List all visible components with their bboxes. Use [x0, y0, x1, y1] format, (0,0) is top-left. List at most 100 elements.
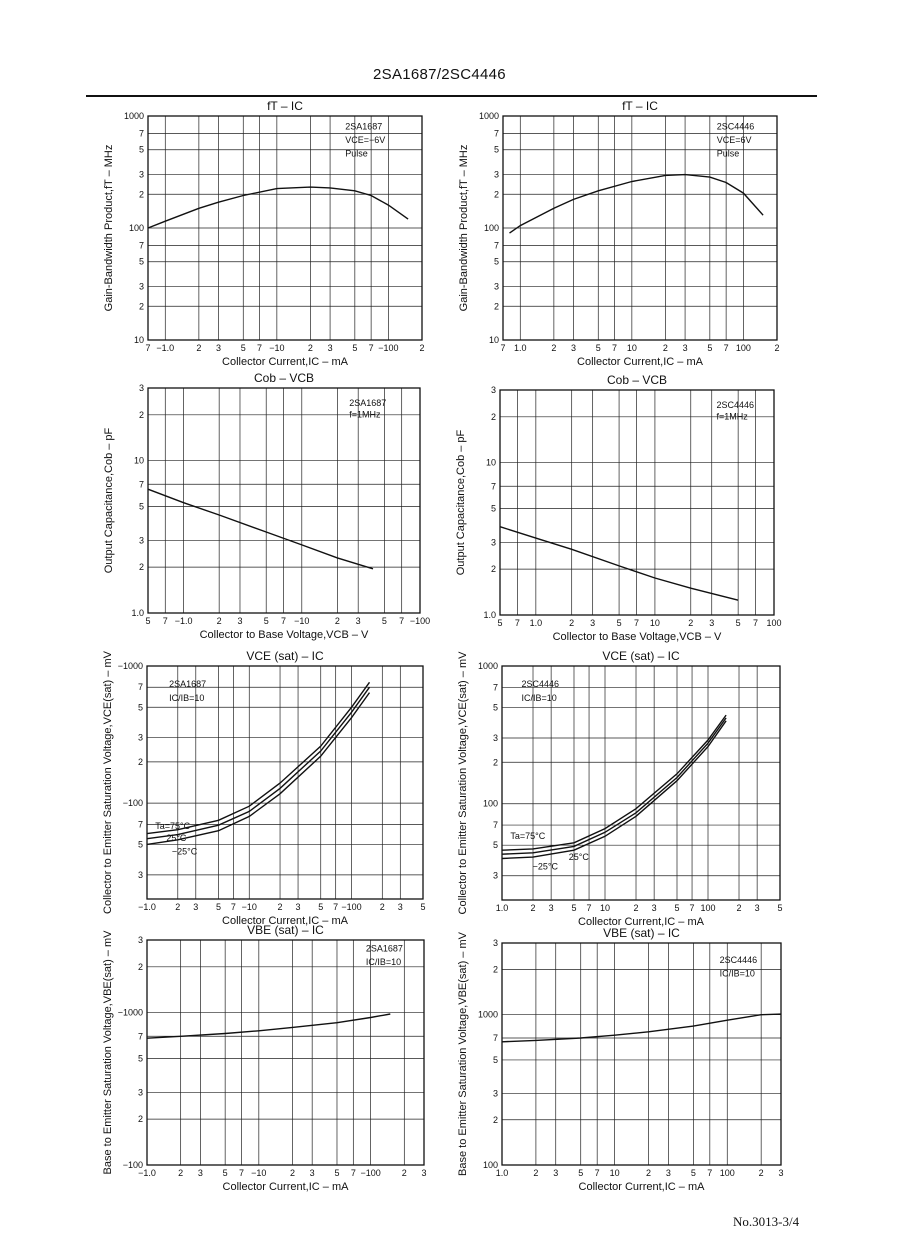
- y-tick-label: 3: [491, 385, 496, 395]
- y-tick-label: 2: [494, 301, 499, 311]
- y-tick-label: 7: [138, 819, 143, 829]
- series-line: [147, 186, 409, 229]
- chart-cob-vcb-2sa1687: 5 7 −1.0 2 3 5 7 −10 2 3 5 7 −100 1.0 2 3 5 7 10 2 3 Cob – VC…: [103, 371, 430, 641]
- x-tick-label: 2: [217, 616, 222, 626]
- x-tick-label: 10: [600, 903, 610, 913]
- x-tick-label: 3: [709, 618, 714, 628]
- series-line: [501, 717, 727, 855]
- y-tick-label: 3: [139, 282, 144, 292]
- y-tick-label: 7: [491, 481, 496, 491]
- chart-annotation: Ta=75°C: [155, 821, 190, 831]
- x-tick-label: 3: [356, 616, 361, 626]
- plot-frame: [147, 387, 421, 614]
- y-tick-label: 5: [493, 702, 498, 712]
- plot-area: −1.0 2 3 5 7 −10 2 3 5 7 −100 2 3 5357−1002357−1000VC…: [102, 649, 426, 927]
- x-tick-label: 7: [595, 1168, 600, 1178]
- y-tick-label: 7: [139, 479, 144, 489]
- x-tick-label: 5: [334, 1168, 339, 1178]
- x-tick-label: 3: [553, 1168, 558, 1178]
- x-tick-label: 5: [216, 902, 221, 912]
- y-tick-label: 3: [138, 935, 143, 945]
- chart-annotation: VCE=6V: [717, 135, 752, 145]
- x-tick-label: 2: [380, 902, 385, 912]
- chart-annotation: 2SA1687: [345, 121, 382, 131]
- series-line: [147, 488, 374, 570]
- chart-annotation: f=1MHz: [349, 409, 381, 419]
- x-tick-label: 5: [420, 902, 425, 912]
- y-tick-label: 2: [138, 757, 143, 767]
- x-tick-label: 3: [310, 1168, 315, 1178]
- x-tick-label: 2: [308, 343, 313, 353]
- x-tick-label: 7: [145, 343, 150, 353]
- y-tick-label: 7: [493, 682, 498, 692]
- x-tick-label: 2: [290, 1168, 295, 1178]
- plot-frame: [501, 665, 781, 901]
- x-tick-label: 7: [753, 618, 758, 628]
- x-tick-label: 3: [216, 343, 221, 353]
- plot-frame: [502, 115, 778, 341]
- x-tick-label: 7: [351, 1168, 356, 1178]
- y-tick-label: 3: [138, 870, 143, 880]
- x-tick-label: 7: [399, 616, 404, 626]
- y-tick-label: 7: [138, 1031, 143, 1041]
- y-tick-label: 5: [138, 1054, 143, 1064]
- y-tick-label: 2: [491, 564, 496, 574]
- x-tick-label: 2: [178, 1168, 183, 1178]
- series-line: [509, 173, 764, 234]
- y-tick-label: 3: [493, 1088, 498, 1098]
- x-tick-label: 7: [333, 902, 338, 912]
- x-tick-label: 7: [634, 618, 639, 628]
- chart-annotation: 2SC4446: [720, 955, 758, 965]
- y-tick-label: 5: [139, 257, 144, 267]
- x-tick-label: 3: [398, 902, 403, 912]
- x-tick-label: 2: [774, 343, 779, 353]
- chart-vcesat-ic-2sa1687: −1.0 2 3 5 7 −10 2 3 5 7 −100 2 3 5357−1002357−1000VC…: [102, 649, 426, 927]
- y-tick-label: 100: [129, 223, 144, 233]
- x-tick-label: 5: [571, 903, 576, 913]
- x-tick-label: −10: [251, 1168, 266, 1178]
- y-tick-label: −1000: [118, 1008, 143, 1018]
- x-tick-label: 3: [193, 902, 198, 912]
- plot-area: 5 7 −1.0 2 3 5 7 −10 2 3 5 7 −100 1.0 2 3 5 7 10 2 3 Cob – VC…: [103, 371, 430, 641]
- x-tick-label: −100: [378, 343, 398, 353]
- y-tick-label: 7: [493, 1033, 498, 1043]
- x-tick-label: 2: [688, 618, 693, 628]
- x-tick-label: 10: [627, 343, 637, 353]
- x-tick-label: 2: [663, 343, 668, 353]
- y-tick-label: 5: [139, 502, 144, 512]
- y-tick-label: 2: [139, 410, 144, 420]
- y-tick-label: −1000: [118, 661, 143, 671]
- chart-vbesat-ic-2sc4446: 1.0 2 3 5 7 10 2 3 5 7 100 2 3 100 2 3 5 7 1000 2 3 VBE (sat)…: [457, 926, 784, 1193]
- header-divider: [86, 95, 817, 97]
- y-tick-label: 5: [491, 504, 496, 514]
- y-tick-label: 2: [138, 962, 143, 972]
- x-tick-label: 3: [328, 343, 333, 353]
- x-tick-label: 1.0: [514, 343, 527, 353]
- y-tick-label: 10: [489, 335, 499, 345]
- x-tick-label: 5: [707, 343, 712, 353]
- x-tick-label: 5: [674, 903, 679, 913]
- y-tick-label: 3: [138, 733, 143, 743]
- x-tick-label: −1.0: [138, 1168, 156, 1178]
- plot-area: 1.0 2 3 5 7 10 2 3 5 7 100 2 3 5 3 5 7 100 2 3 5 7 1000 VCE (sa…: [457, 649, 783, 928]
- chart-title: VBE (sat) – IC: [603, 926, 680, 940]
- series-line: [501, 714, 727, 851]
- x-tick-label: 2: [530, 903, 535, 913]
- series-line: [146, 686, 371, 840]
- x-tick-label: 7: [239, 1168, 244, 1178]
- y-tick-label: 100: [483, 1160, 498, 1170]
- y-tick-label: 10: [134, 335, 144, 345]
- page-title: 2SA1687/2SC4446: [373, 66, 506, 83]
- x-tick-label: 5: [352, 343, 357, 353]
- x-tick-label: 2: [646, 1168, 651, 1178]
- y-tick-label: 5: [494, 257, 499, 267]
- x-tick-label: 5: [497, 618, 502, 628]
- chart-vbesat-ic-2sa1687: −1.0 2 3 5 7 −10 2 3 5 7 −100 2 3 −100 2 3 5 7 −1000 2 3 VBE …: [102, 923, 427, 1193]
- y-tick-label: 2: [493, 1115, 498, 1125]
- plot-area: 7 −1.0 2 3 5 7 −10 2 3 5 7 −100 2 10 2 3 5 7 100 2 3 5 7 1000 fT…: [103, 99, 425, 368]
- y-tick-label: 3: [139, 383, 144, 393]
- y-tick-label: 2: [139, 301, 144, 311]
- chart-title: VCE (sat) – IC: [602, 649, 680, 663]
- y-tick-label: 7: [139, 240, 144, 250]
